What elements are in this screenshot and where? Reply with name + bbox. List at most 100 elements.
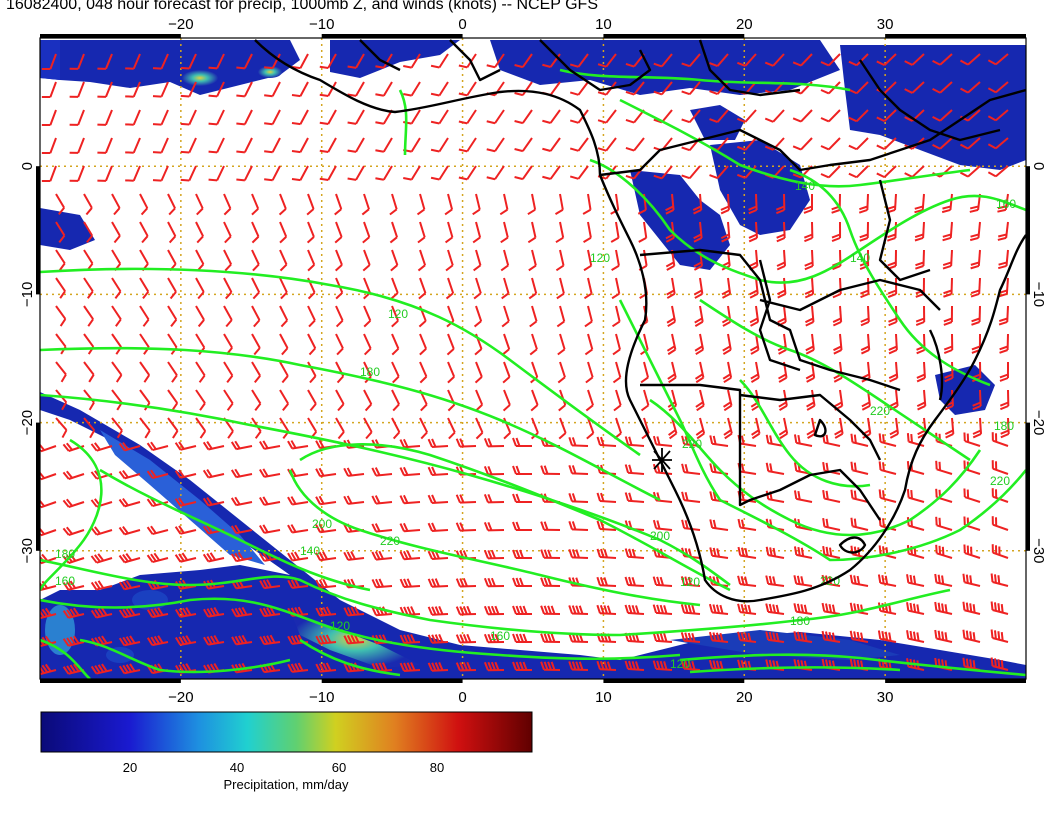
wind-barb <box>125 137 141 154</box>
wind-barb <box>174 497 197 507</box>
wind-barb <box>264 137 281 154</box>
wind-barb <box>904 81 925 94</box>
wind-barb <box>139 417 151 439</box>
wind-barb <box>399 494 421 505</box>
wind-barb <box>69 165 85 182</box>
wind-barb <box>652 519 673 531</box>
wind-barb <box>264 109 281 126</box>
wind-barb <box>987 137 1009 150</box>
wind-barb <box>417 221 426 244</box>
wind-barb <box>512 437 533 448</box>
wind-barb <box>680 632 701 643</box>
wind-barb <box>390 249 399 272</box>
wind-barb <box>514 109 533 125</box>
wind-barb <box>146 552 169 564</box>
wind-barb <box>681 463 701 475</box>
wind-barb <box>335 333 344 356</box>
wind-barb <box>62 470 85 480</box>
wind-barb <box>653 53 673 68</box>
wind-barb <box>915 305 926 327</box>
wind-barb <box>750 361 760 383</box>
wind-barb <box>501 305 510 328</box>
wind-barb <box>963 544 981 559</box>
wind-barb <box>343 467 365 477</box>
wind-barb <box>793 631 813 643</box>
contour-label: 220 <box>380 534 400 548</box>
wind-barb <box>832 305 843 327</box>
wind-barb <box>202 552 225 563</box>
wind-barb <box>904 165 925 178</box>
edge-segment <box>1026 422 1030 551</box>
wind-barb <box>904 53 925 66</box>
wind-barb <box>749 277 759 299</box>
wind-barb <box>748 221 758 243</box>
wind-barb <box>486 165 505 181</box>
wind-barb <box>821 602 841 615</box>
wind-barb <box>848 109 869 123</box>
wind-barb <box>737 518 757 531</box>
wind-barb <box>585 389 594 412</box>
wind-barb <box>427 605 449 616</box>
wind-barb <box>972 417 983 439</box>
wind-barb <box>990 629 1009 643</box>
wind-barb <box>876 53 897 67</box>
wind-barb <box>970 277 981 298</box>
wind-barb <box>347 109 365 125</box>
wind-barb <box>90 663 113 675</box>
wind-barb <box>315 467 337 478</box>
wind-barb <box>180 81 197 98</box>
wind-barb <box>259 496 281 506</box>
wind-barb <box>822 545 841 559</box>
wind-barb <box>959 53 981 66</box>
wind-barb <box>208 81 225 98</box>
wind-barb <box>708 631 729 643</box>
wind-barb <box>223 389 234 411</box>
wind-barb <box>935 460 953 475</box>
wind-barb <box>152 109 169 126</box>
wind-barb <box>236 81 253 98</box>
wind-barb <box>195 361 206 383</box>
wind-barb <box>287 579 309 589</box>
wind-barb <box>502 361 511 384</box>
wind-barb <box>430 109 449 125</box>
wind-barb <box>427 494 449 504</box>
contour-label: 180 <box>360 365 380 379</box>
wind-barb <box>203 606 225 618</box>
wind-barb <box>399 466 421 477</box>
wind-barb <box>877 574 897 587</box>
wind-barb <box>278 193 287 216</box>
wind-barb <box>640 389 650 412</box>
wind-barb <box>555 249 565 272</box>
wind-barb <box>139 361 151 383</box>
wind-barb <box>527 193 537 216</box>
wind-barb <box>694 305 704 327</box>
wind-barb <box>319 109 337 125</box>
wind-barb <box>391 305 399 328</box>
wind-barb <box>681 491 701 503</box>
wind-barb <box>430 53 449 69</box>
wind-barb <box>610 221 620 243</box>
wind-barb <box>236 109 253 126</box>
wind-barb <box>174 469 197 479</box>
edge-segment <box>321 679 463 683</box>
wind-barb <box>906 489 925 503</box>
wind-barb <box>40 443 57 453</box>
wind-barb <box>279 333 289 356</box>
wind-barb <box>556 277 565 300</box>
wind-barb <box>315 634 337 645</box>
wind-barb <box>681 53 701 68</box>
wind-barb <box>987 165 1009 178</box>
edge-segment <box>321 34 463 38</box>
wind-barb <box>180 53 197 70</box>
wind-barb <box>502 389 511 412</box>
wind-barb <box>291 165 309 182</box>
wind-barb <box>307 249 316 272</box>
wind-barb <box>652 660 673 671</box>
wind-barb <box>776 277 787 299</box>
wind-barb <box>906 433 925 447</box>
wind-barb <box>335 389 345 412</box>
wind-barb <box>40 607 57 619</box>
wind-barb <box>514 81 533 97</box>
wind-barb <box>765 631 785 643</box>
